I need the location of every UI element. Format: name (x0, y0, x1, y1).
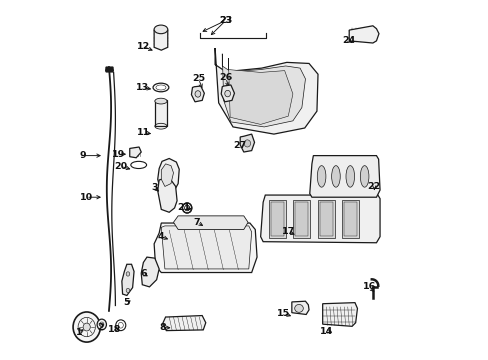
Ellipse shape (331, 166, 340, 187)
Ellipse shape (317, 166, 325, 187)
Polygon shape (268, 200, 285, 238)
Ellipse shape (73, 312, 100, 342)
Text: 9: 9 (79, 151, 85, 160)
Polygon shape (154, 223, 257, 273)
Polygon shape (295, 202, 308, 235)
Ellipse shape (294, 305, 303, 312)
Polygon shape (260, 195, 379, 243)
Polygon shape (221, 85, 234, 102)
Text: 8: 8 (159, 323, 166, 332)
Polygon shape (163, 316, 205, 330)
Polygon shape (344, 202, 356, 235)
Polygon shape (215, 48, 317, 134)
Polygon shape (173, 216, 247, 229)
Text: 23: 23 (219, 16, 232, 25)
Polygon shape (319, 202, 332, 235)
Bar (155, 100, 167, 126)
Text: 21: 21 (177, 203, 190, 212)
Text: 13: 13 (136, 83, 148, 92)
Polygon shape (222, 54, 305, 127)
Ellipse shape (346, 166, 354, 187)
Text: 17: 17 (281, 228, 294, 237)
Ellipse shape (83, 323, 90, 331)
Ellipse shape (195, 91, 201, 97)
Polygon shape (154, 28, 167, 50)
Text: 27: 27 (233, 141, 246, 150)
Polygon shape (348, 26, 378, 43)
Polygon shape (161, 164, 173, 186)
Polygon shape (240, 134, 254, 152)
Text: 3: 3 (151, 183, 157, 192)
Text: 12: 12 (137, 42, 150, 51)
Polygon shape (322, 303, 357, 326)
Text: 2: 2 (97, 323, 103, 332)
Text: 19: 19 (111, 150, 124, 159)
Polygon shape (309, 156, 379, 197)
Text: 20: 20 (114, 162, 127, 171)
Polygon shape (341, 200, 359, 238)
Ellipse shape (244, 140, 250, 147)
Text: 7: 7 (193, 218, 200, 227)
Text: 10: 10 (79, 193, 92, 202)
Polygon shape (158, 178, 177, 212)
Text: 4: 4 (158, 232, 164, 241)
Ellipse shape (126, 288, 129, 293)
Text: 5: 5 (123, 298, 130, 307)
Polygon shape (291, 301, 308, 315)
Ellipse shape (97, 319, 106, 330)
Text: 24: 24 (342, 36, 355, 45)
Text: 15: 15 (276, 309, 289, 318)
Text: 11: 11 (137, 128, 150, 137)
Text: 1: 1 (75, 328, 82, 337)
Text: 23: 23 (219, 16, 232, 25)
Text: 25: 25 (192, 75, 205, 84)
Ellipse shape (154, 25, 167, 34)
Text: 22: 22 (367, 182, 380, 191)
Polygon shape (191, 86, 204, 102)
Polygon shape (270, 202, 284, 235)
Polygon shape (293, 200, 310, 238)
Text: 26: 26 (219, 73, 232, 82)
Polygon shape (122, 264, 134, 296)
Polygon shape (158, 158, 179, 193)
Ellipse shape (155, 98, 167, 104)
Text: 18: 18 (108, 325, 121, 334)
Polygon shape (141, 257, 159, 287)
Polygon shape (161, 226, 251, 269)
Ellipse shape (224, 90, 230, 97)
Text: 6: 6 (140, 269, 146, 278)
Polygon shape (317, 200, 334, 238)
Text: 16: 16 (362, 282, 375, 291)
Polygon shape (129, 147, 141, 158)
Ellipse shape (126, 272, 129, 276)
Text: 14: 14 (319, 327, 332, 336)
Polygon shape (228, 58, 292, 125)
Ellipse shape (360, 166, 368, 187)
